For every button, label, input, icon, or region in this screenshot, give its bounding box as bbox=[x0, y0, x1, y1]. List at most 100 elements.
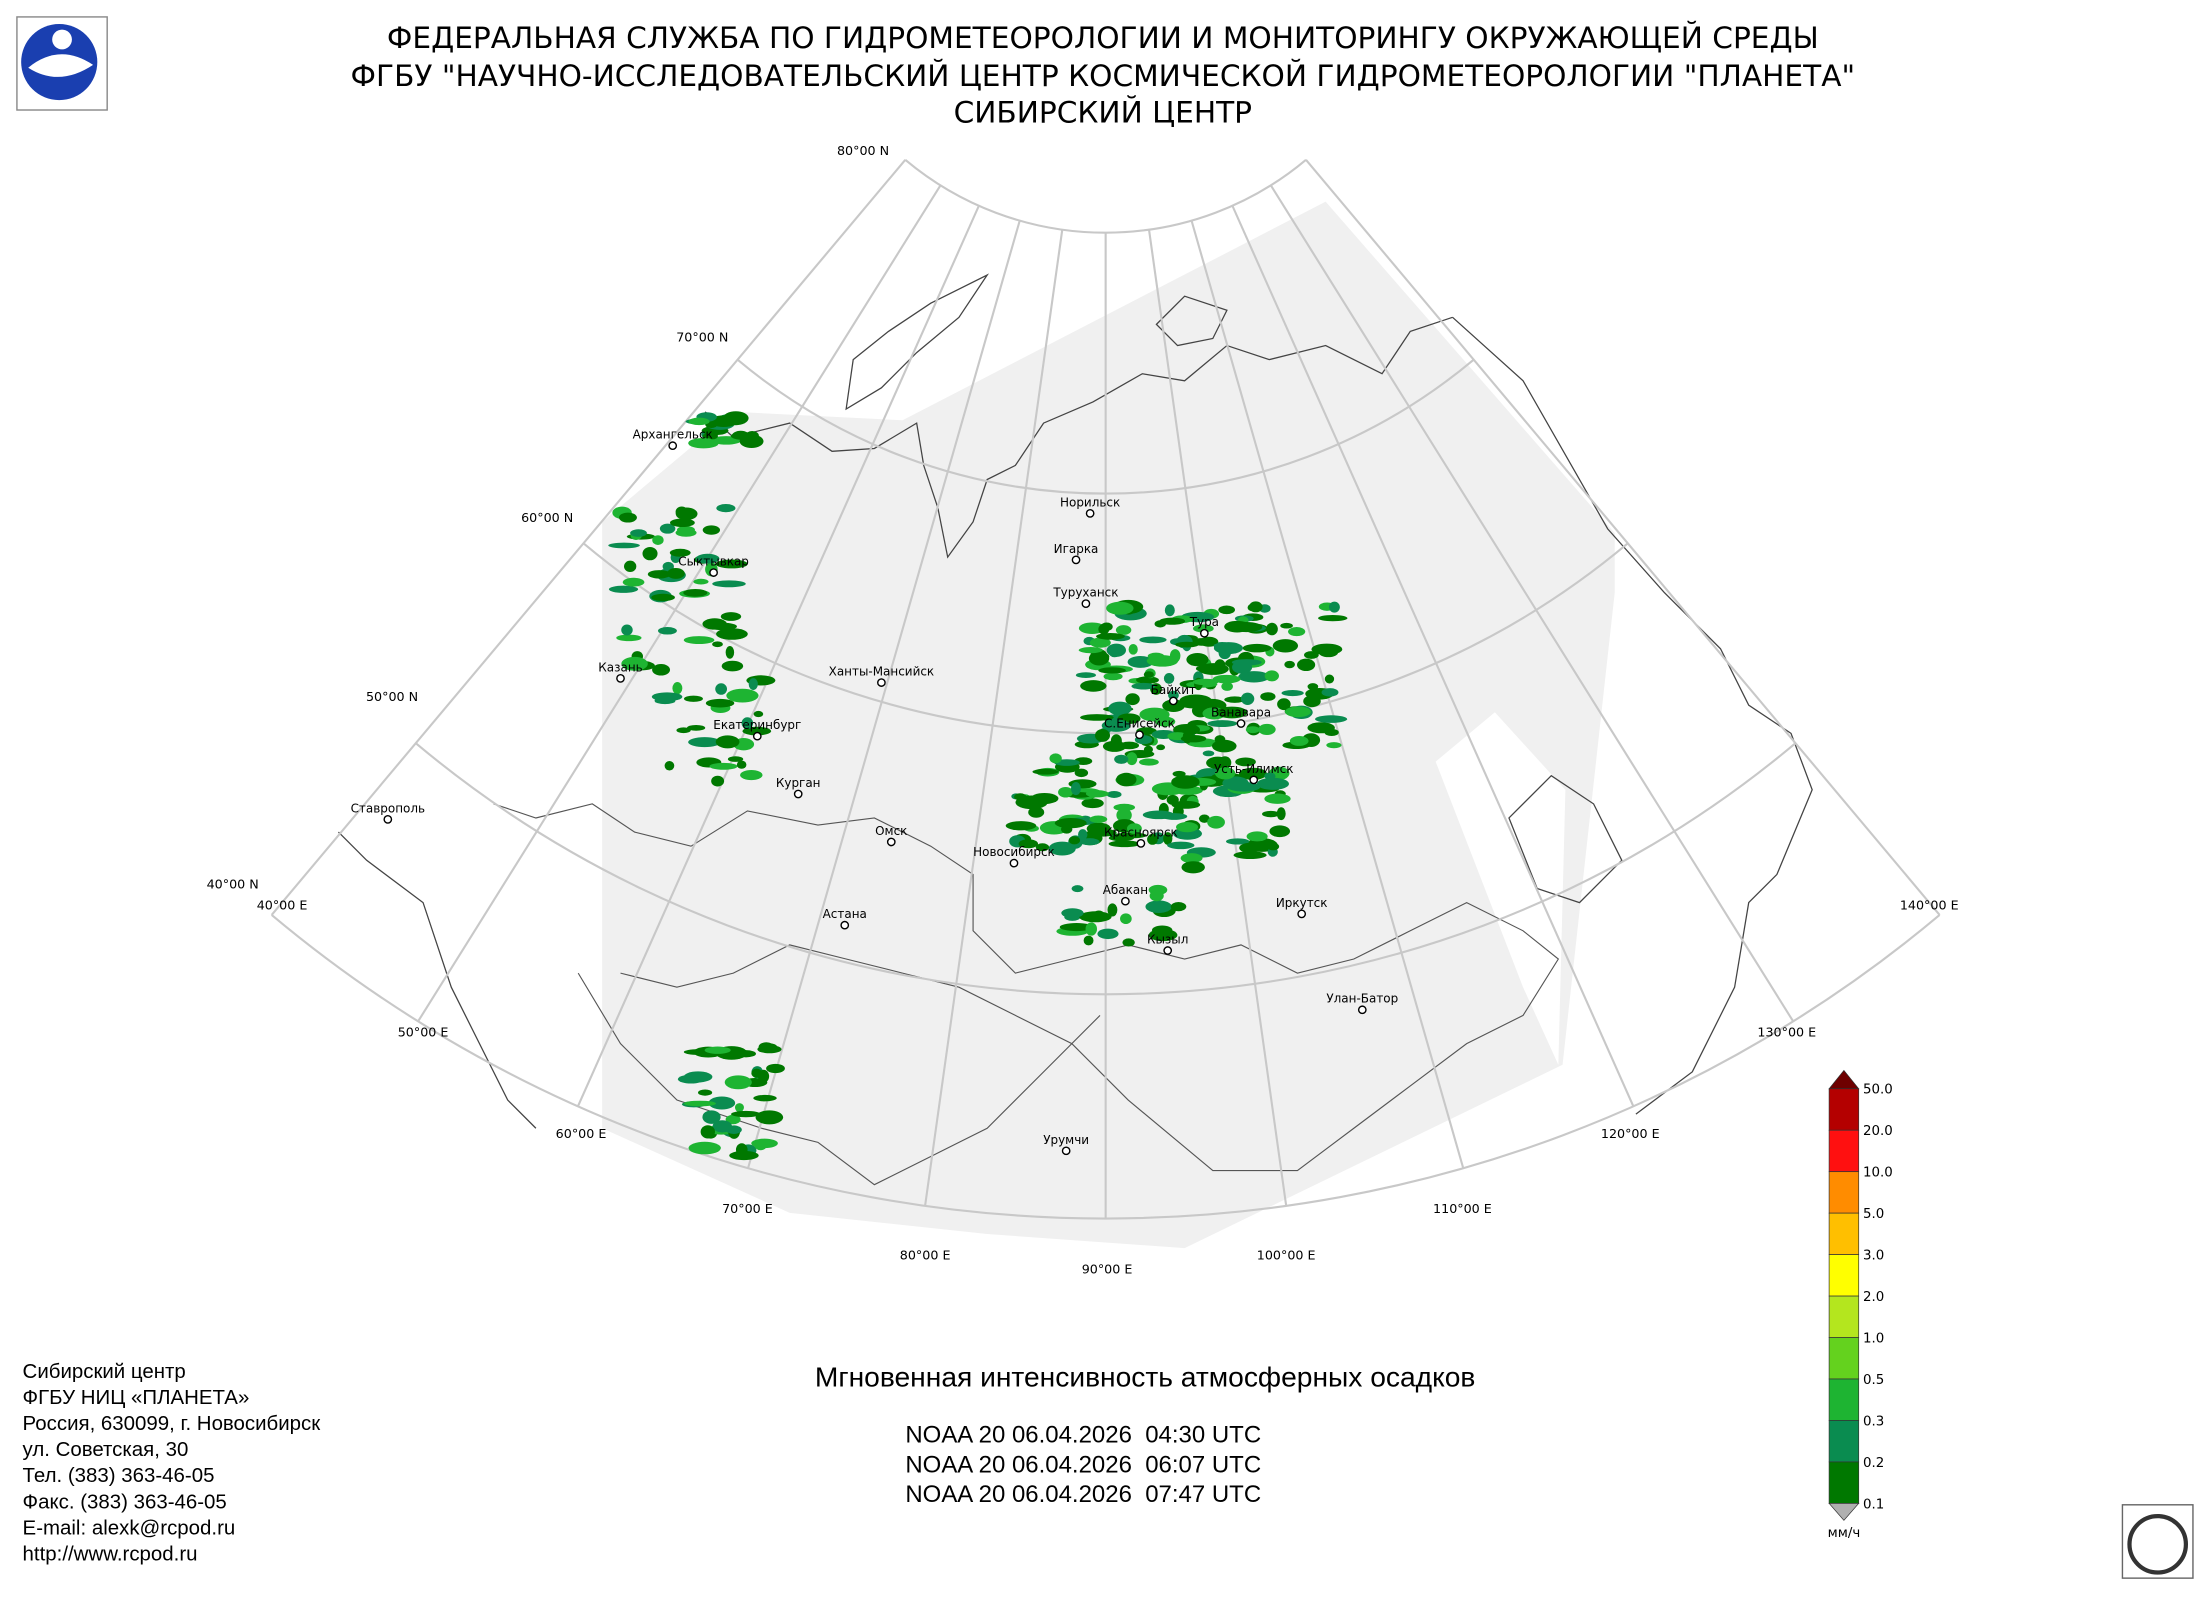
cities: Архангельск Сыктывкар Казань Ханты-Мансийск… bbox=[351, 428, 1398, 1156]
precip-cell bbox=[730, 432, 757, 440]
state-border bbox=[493, 803, 1560, 1172]
meridian bbox=[924, 229, 1064, 1207]
precip-cell bbox=[1180, 853, 1203, 864]
lon-label: 120°00 E bbox=[1601, 1126, 1660, 1141]
city-label: С.Енисейск bbox=[1104, 717, 1175, 731]
footer-line: Россия, 630099, г. Новосибирск bbox=[23, 1412, 322, 1435]
meridian bbox=[1231, 205, 1635, 1107]
precip-cell bbox=[1304, 651, 1319, 659]
city-marker bbox=[1121, 896, 1130, 906]
precip-cell bbox=[1276, 807, 1286, 821]
precip-cell bbox=[1049, 753, 1062, 764]
precip-cell bbox=[1264, 772, 1276, 780]
precip-cell bbox=[664, 760, 675, 771]
precip-cell bbox=[1246, 831, 1268, 842]
precip-cell bbox=[1107, 903, 1118, 917]
precip-cell bbox=[1110, 734, 1122, 748]
city-marker bbox=[668, 441, 678, 451]
precip-cell bbox=[1221, 681, 1233, 691]
precip-cell bbox=[1096, 632, 1125, 640]
logo bbox=[16, 16, 108, 111]
precip-cell bbox=[1032, 768, 1059, 775]
city-marker bbox=[1071, 555, 1081, 565]
precip-cell bbox=[1233, 851, 1267, 860]
precip-cell bbox=[1193, 624, 1214, 633]
pass-line: NOAA 20 06.04.2026 04:30 UTC bbox=[905, 1422, 1261, 1449]
lat-label: 80°00 N bbox=[837, 143, 889, 158]
precip-cell bbox=[711, 775, 725, 787]
precip-cell bbox=[720, 612, 742, 621]
city-marker bbox=[1136, 838, 1146, 848]
precip-cell bbox=[1289, 736, 1309, 746]
parallel bbox=[736, 358, 1475, 495]
footer-line: Сибирский центр bbox=[23, 1360, 186, 1383]
precip-cell bbox=[1324, 674, 1335, 684]
logo-orbit bbox=[28, 54, 94, 77]
precip-cell bbox=[1326, 742, 1342, 749]
precip-cell bbox=[616, 634, 642, 642]
footer-line: http://www.rcpod.ru bbox=[23, 1543, 198, 1566]
precip-cell bbox=[755, 1110, 784, 1125]
lon-label: 140°00 E bbox=[1900, 898, 1959, 913]
city-label: Архангельск bbox=[633, 428, 713, 442]
precip-cell bbox=[1163, 673, 1175, 684]
precip-cell bbox=[705, 698, 735, 708]
precip-cell bbox=[753, 1094, 777, 1102]
city-marker bbox=[1009, 858, 1019, 868]
city-label: Туруханск bbox=[1052, 586, 1118, 600]
precip-cell bbox=[716, 503, 736, 513]
precip-cell bbox=[1216, 706, 1248, 719]
precip-cell bbox=[712, 580, 746, 588]
footer-line: ул. Советская, 30 bbox=[23, 1438, 189, 1461]
city-marker bbox=[1297, 909, 1307, 919]
precip-cell bbox=[751, 1068, 763, 1078]
precip-cell bbox=[1081, 798, 1104, 809]
precip-cell bbox=[1122, 938, 1135, 947]
colorbar-segment bbox=[1828, 1254, 1860, 1297]
parallel bbox=[415, 742, 1797, 996]
city-marker bbox=[1085, 508, 1095, 518]
colorbar-segment bbox=[1828, 1337, 1860, 1380]
colorbar-segment bbox=[1828, 1295, 1860, 1338]
colorbar-label: 2.0 bbox=[1863, 1290, 1884, 1305]
precip-cell bbox=[1080, 714, 1114, 721]
precip-cell bbox=[1238, 767, 1267, 780]
precip-cell bbox=[1311, 643, 1343, 655]
precip-cell bbox=[1131, 682, 1156, 690]
city-label: Улан-Батор bbox=[1326, 992, 1398, 1006]
precip-cell bbox=[727, 756, 744, 762]
colorbar-label: 10.0 bbox=[1863, 1166, 1893, 1181]
map: 80°00 N 70°00 N 60°00 N 50°00 N 40°00 N … bbox=[207, 143, 1959, 1276]
precip-cell bbox=[1108, 840, 1141, 848]
precip-cell bbox=[725, 1114, 741, 1125]
colorbar-label: 3.0 bbox=[1863, 1249, 1884, 1264]
precip-cell bbox=[1094, 728, 1111, 742]
precip-cell bbox=[1106, 601, 1134, 615]
precip-cell bbox=[1061, 824, 1073, 834]
footer-line: Факс. (383) 363-46-05 bbox=[23, 1490, 227, 1513]
precip-cell bbox=[683, 636, 715, 645]
city-marker bbox=[1236, 719, 1246, 728]
city-label: Ванавара bbox=[1211, 705, 1271, 719]
precip-cell bbox=[608, 542, 640, 549]
precip-cell bbox=[1143, 671, 1154, 678]
precip-cell bbox=[1070, 782, 1081, 796]
precip-cell bbox=[1207, 815, 1225, 829]
precip-cell bbox=[1321, 688, 1339, 697]
precip-cell bbox=[1280, 622, 1293, 629]
precip-cell bbox=[708, 622, 738, 631]
precip-cell bbox=[1142, 810, 1175, 820]
precip-cell bbox=[1195, 665, 1215, 673]
meridian bbox=[576, 205, 980, 1107]
precip-cell bbox=[1315, 715, 1348, 723]
lat-label: 50°00 N bbox=[366, 689, 418, 704]
city-marker bbox=[383, 815, 393, 824]
west-coast bbox=[338, 831, 537, 1129]
precip-cell bbox=[1054, 817, 1087, 829]
precip-cell bbox=[1230, 622, 1263, 633]
precip-cell bbox=[1143, 745, 1153, 754]
precip-cell bbox=[1155, 716, 1176, 727]
precip-cell bbox=[704, 1046, 731, 1054]
precip-cell bbox=[736, 760, 747, 769]
